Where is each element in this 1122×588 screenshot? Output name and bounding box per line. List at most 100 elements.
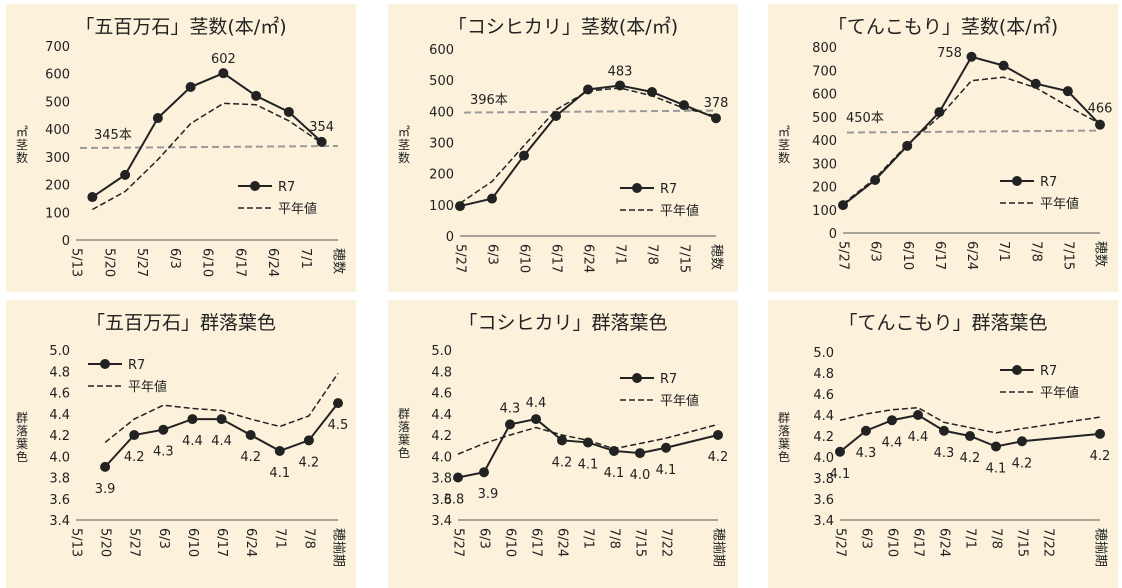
y-tick-label: 800 xyxy=(812,41,837,56)
x-tick-label: 7/8 xyxy=(607,528,622,549)
y-tick-label: 300 xyxy=(429,137,454,152)
y-tick-label: 3.4 xyxy=(49,514,70,529)
x-tick-label: 5/27 xyxy=(127,528,142,557)
data-point-r7 xyxy=(218,68,229,79)
y-tick-label: 500 xyxy=(812,111,837,126)
data-label: 4.3 xyxy=(500,401,521,416)
data-label: 354 xyxy=(309,120,334,135)
data-point-r7 xyxy=(187,414,198,425)
data-label: 4.4 xyxy=(211,434,232,449)
y-tick-label: 4.6 xyxy=(431,387,452,402)
x-tick-label: 6/10 xyxy=(503,528,518,557)
data-point-r7 xyxy=(661,442,671,453)
x-tick-label: 7/1 xyxy=(298,248,313,269)
x-tick-label: 5/20 xyxy=(101,248,116,277)
x-tick-label: 6/24 xyxy=(937,528,952,557)
data-point-r7 xyxy=(152,113,163,124)
data-label: 4.2 xyxy=(124,450,145,465)
data-point-r7 xyxy=(1062,86,1073,97)
y-tick-label: 400 xyxy=(45,123,70,138)
x-tick-label: 5/20 xyxy=(98,528,113,557)
data-point-r7 xyxy=(479,467,489,478)
data-point-r7 xyxy=(531,414,541,425)
y-tick-label: 700 xyxy=(812,64,837,79)
data-label: 4.2 xyxy=(960,451,981,466)
data-point-r7 xyxy=(316,136,327,147)
chart-plot: 3.4 3.6 3.8 4.0 4.2 4.4 4.6 4.8 5.0 5/13 5/20 5/27 6… xyxy=(49,344,348,567)
data-point-r7 xyxy=(185,82,196,93)
data-point-r7 xyxy=(519,150,529,161)
chart-panel-tenkomori-leaf-color: 「てんこもり」群落葉色 群落葉色 3.4 3.6 3.8 4.0 4.2 4.4 4.6 4.… xyxy=(768,300,1118,588)
data-label: 4.1 xyxy=(986,462,1007,477)
x-tick-label: 6/3 xyxy=(868,241,883,262)
y-tick-label: 4.6 xyxy=(49,387,70,402)
reference-label: 450本 xyxy=(846,111,884,126)
x-tick-label: 7/1 xyxy=(963,528,978,549)
data-point-r7 xyxy=(635,448,645,459)
legend-label-r7: R7 xyxy=(1040,175,1057,190)
data-label: 3.9 xyxy=(95,482,116,497)
y-tick-label: 5.0 xyxy=(49,344,70,359)
y-tick-label: 200 xyxy=(429,168,454,183)
x-tick-label: 穂数 xyxy=(331,248,346,274)
data-point-r7 xyxy=(713,430,723,440)
data-label: 4.4 xyxy=(526,396,547,411)
x-tick-label: 7/22 xyxy=(659,528,674,557)
x-tick-label: 6/3 xyxy=(477,528,492,549)
x-tick-label: 6/24 xyxy=(581,244,596,273)
x-tick-label: 5/27 xyxy=(836,241,851,270)
y-tick-label: 3.4 xyxy=(813,514,834,529)
data-label: 4.2 xyxy=(1012,456,1033,471)
chart-panel-koshihikari-leaf-color: 「コシヒカリ」群落葉色 群落葉色 3.4 3.6 3.8 4.0 4.2 4.4 4.6 4.… xyxy=(388,300,738,588)
data-point-r7 xyxy=(991,441,1001,452)
y-tick-label: 0 xyxy=(446,230,454,245)
x-tick-label: 6/10 xyxy=(517,244,532,273)
data-label: 4.3 xyxy=(153,445,174,460)
legend-marker-r7 xyxy=(1012,365,1022,375)
data-label: 758 xyxy=(937,46,962,61)
data-point-r7 xyxy=(487,193,497,204)
data-point-r7 xyxy=(965,431,975,441)
data-point-r7 xyxy=(887,415,897,426)
x-tick-label: 6/10 xyxy=(200,248,215,277)
y-tick-label: 100 xyxy=(429,199,454,214)
data-point-r7 xyxy=(870,174,881,185)
x-tick-label: 7/22 xyxy=(1041,528,1056,557)
x-tick-label: 7/15 xyxy=(1060,241,1075,270)
x-tick-label: 5/27 xyxy=(453,244,468,273)
y-tick-label: 4.2 xyxy=(431,429,452,444)
legend-label-r7: R7 xyxy=(1040,364,1057,379)
y-tick-label: 500 xyxy=(45,95,70,110)
data-point-r7 xyxy=(1017,436,1027,447)
data-label: 4.4 xyxy=(182,434,203,449)
y-tick-label: 100 xyxy=(812,204,837,219)
data-label: 378 xyxy=(704,96,729,111)
chart-plot: 3.4 3.6 3.8 4.0 4.2 4.4 4.6 4.8 5.0 5/27 6/3 6/10 6/… xyxy=(813,346,1110,567)
y-tick-label: 400 xyxy=(812,134,837,149)
x-tick-label: 5/27 xyxy=(451,528,466,557)
data-label: 4.4 xyxy=(882,435,903,450)
data-point-r7 xyxy=(966,51,977,62)
y-tick-label: 600 xyxy=(812,88,837,103)
chart-title: 「五百万石」茎数(本/㎡) xyxy=(75,16,287,38)
chart-title: 「コシヒカリ」群落葉色 xyxy=(458,312,668,334)
data-point-r7 xyxy=(158,424,169,435)
data-point-r7 xyxy=(913,410,923,420)
data-label: 602 xyxy=(211,52,236,67)
x-tick-label: 6/10 xyxy=(900,241,915,270)
data-point-r7 xyxy=(551,111,561,122)
data-label: 4.1 xyxy=(578,457,599,472)
data-label: 4.2 xyxy=(552,455,573,470)
data-label: 3.8 xyxy=(444,493,465,508)
chart-panel-gohyakumangoku-stems: 「五百万石」茎数(本/㎡) ㎡茎数 0 100 200 300 400 500 600 700… xyxy=(6,4,356,292)
y-tick-label: 4.8 xyxy=(813,367,834,382)
data-point-r7 xyxy=(939,425,949,436)
y-tick-label: 4.4 xyxy=(813,409,834,424)
data-label: 4.3 xyxy=(934,446,955,461)
data-point-r7 xyxy=(87,192,98,203)
y-tick-label: 300 xyxy=(45,151,70,166)
x-tick-label: 7/8 xyxy=(989,528,1004,549)
x-tick-label: 6/17 xyxy=(932,241,947,270)
x-tick-label: 5/13 xyxy=(69,248,84,277)
y-tick-label: 3.4 xyxy=(431,514,452,529)
